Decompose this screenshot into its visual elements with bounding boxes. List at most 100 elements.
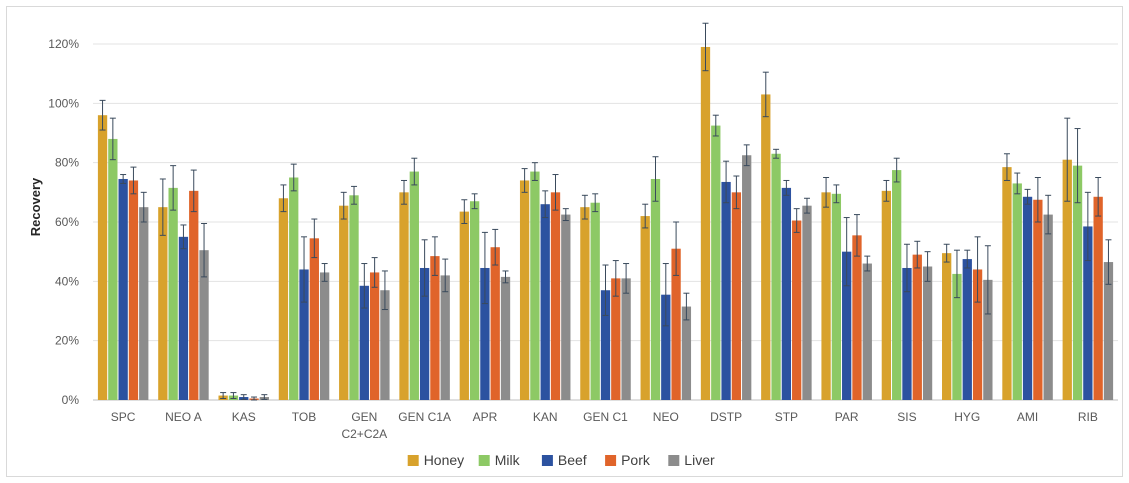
y-tick-label: 80% [55, 156, 79, 170]
bar-honey [399, 192, 409, 400]
bar-pork [972, 269, 983, 400]
legend-label-beef: Beef [558, 452, 587, 468]
y-axis-label: Recovery [28, 177, 43, 236]
bar-liver [922, 266, 933, 400]
bar-honey [821, 192, 831, 400]
bar-liver [621, 278, 631, 400]
y-tick-label: 120% [48, 37, 79, 51]
bar-honey [459, 211, 469, 400]
bar-honey [97, 115, 108, 400]
x-tick-label: NEO A [165, 410, 202, 424]
bar-liver [862, 263, 872, 400]
bar-pork [550, 192, 561, 400]
x-tick-label: APR [473, 410, 498, 424]
bar-honey [881, 190, 892, 400]
bar-honey [700, 46, 711, 400]
y-tick-label: 20% [55, 334, 79, 348]
legend-swatch-honey [407, 455, 419, 466]
bar-milk [1072, 165, 1083, 400]
bar-honey [1002, 167, 1012, 400]
bar-milk [409, 171, 419, 400]
x-tick-label: SIS [897, 410, 916, 424]
bar-pork [189, 190, 199, 400]
legend-label-milk: Milk [495, 452, 521, 468]
legend-label-honey: Honey [424, 452, 464, 468]
bar-milk [1012, 183, 1022, 400]
x-tick-label: STP [775, 410, 798, 424]
x-tick-label: KAS [232, 410, 256, 424]
legend-swatch-liver [668, 455, 680, 466]
legend-swatch-pork [605, 455, 617, 466]
x-tick-label: KAN [533, 410, 558, 424]
bar-pork [671, 248, 681, 400]
x-tick-label: NEO [653, 410, 679, 424]
bar-beef [419, 267, 430, 400]
bar-pork [611, 278, 621, 400]
bar-pork [852, 235, 862, 400]
bar-liver [983, 279, 993, 400]
bar-liver [380, 290, 390, 400]
bar-liver [742, 155, 752, 400]
bars [97, 46, 1114, 400]
bar-beef [781, 187, 792, 400]
legend-label-pork: Pork [621, 452, 651, 468]
bar-milk [590, 202, 600, 400]
bar-liver [319, 272, 330, 400]
x-tick-label: GEN C1 [583, 410, 628, 424]
bar-milk [168, 187, 178, 400]
bar-honey [158, 207, 168, 400]
bar-beef [178, 236, 189, 400]
bar-beef [118, 178, 128, 400]
x-tick-labels: SPC NEO A KAS TOB GEN C2+C2A GEN C1A APR KAN GEN … [111, 410, 1098, 441]
bar-milk [469, 201, 480, 400]
x-tick-label: DSTP [710, 410, 742, 424]
bar-beef [1022, 196, 1033, 400]
bar-honey [761, 94, 771, 400]
bar-beef [299, 269, 309, 400]
bar-beef [902, 267, 912, 400]
bar-beef [359, 285, 369, 400]
bar-pork [309, 238, 319, 400]
x-tick-label: HYG [954, 410, 980, 424]
bar-honey [339, 205, 349, 400]
bar-liver [1103, 262, 1114, 400]
y-tick-label: 40% [55, 274, 79, 288]
y-tick-label: 0% [62, 393, 80, 407]
x-tick-label: GEN C2+C2A [341, 410, 387, 441]
x-tick-label: AMI [1017, 410, 1038, 424]
bar-liver [802, 205, 812, 400]
bar-honey [1062, 159, 1072, 400]
legend-label-liver: Liver [684, 452, 715, 468]
bar-honey [519, 180, 530, 400]
bar-beef [540, 204, 550, 400]
bar-honey [580, 207, 590, 400]
bar-liver [500, 276, 511, 400]
bar-milk [650, 178, 661, 400]
bar-milk [771, 153, 781, 400]
error-bars [99, 22, 1112, 401]
bar-milk [952, 273, 962, 400]
x-tick-label: RIB [1078, 410, 1098, 424]
bar-liver [681, 306, 692, 400]
bar-milk [892, 170, 902, 400]
bar-liver [199, 250, 209, 400]
chart-frame: 0% 20% 40% 60% 80% 100% 120% SPC NEO A KAS TOB GEN… [6, 6, 1123, 477]
bar-honey [278, 198, 289, 400]
bar-liver [440, 275, 450, 400]
bar-pork [1033, 199, 1043, 400]
bar-pork [792, 220, 802, 400]
bar-liver [1043, 214, 1053, 400]
bar-pork [490, 247, 500, 400]
bar-beef [842, 251, 852, 400]
bar-pork [912, 254, 922, 400]
bar-honey [640, 216, 650, 400]
bar-pork [128, 180, 139, 400]
bar-pork [430, 256, 440, 400]
bar-milk [530, 171, 540, 400]
bar-milk [289, 177, 299, 400]
bar-liver [139, 207, 149, 400]
legend-swatch-beef [541, 455, 553, 466]
bar-beef [661, 294, 671, 400]
y-tick-labels: 0% 20% 40% 60% 80% 100% 120% [48, 37, 79, 407]
bar-milk [831, 193, 842, 400]
